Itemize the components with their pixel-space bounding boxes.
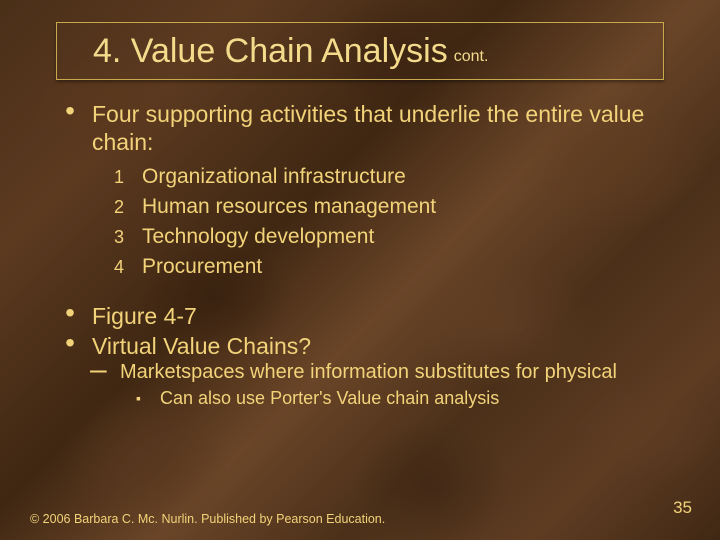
dash-icon: –	[90, 360, 120, 380]
list-number: 3	[108, 223, 142, 252]
bullet-level2: – Marketspaces where information substit…	[90, 360, 678, 384]
bullet-level1: • Figure 4-7	[48, 302, 678, 330]
page-number: 35	[673, 498, 692, 518]
bullet-text: Four supporting activities that underlie…	[92, 100, 678, 156]
list-item: 4 Procurement	[108, 252, 678, 282]
bullet-level1: • Virtual Value Chains?	[48, 332, 678, 360]
bullet-text: Figure 4-7	[92, 302, 678, 330]
title-box: 4. Value Chain Analysis cont.	[56, 22, 664, 80]
bullet-dot-icon: •	[48, 302, 92, 324]
bullet-level3: ▪ Can also use Porter's Value chain anal…	[136, 388, 678, 409]
list-item: 2 Human resources management	[108, 192, 678, 222]
square-icon: ▪	[136, 388, 160, 408]
list-number: 4	[108, 253, 142, 282]
list-text: Technology development	[142, 222, 374, 251]
bullet-text: Can also use Porter's Value chain analys…	[160, 388, 499, 409]
list-text: Human resources management	[142, 192, 436, 221]
bullet-text: Marketspaces where information substitut…	[120, 360, 678, 384]
numbered-list: 1 Organizational infrastructure 2 Human …	[108, 162, 678, 282]
bullet-level1: • Four supporting activities that underl…	[48, 100, 678, 156]
bullet-dot-icon: •	[48, 100, 92, 122]
list-item: 1 Organizational infrastructure	[108, 162, 678, 192]
slide-title-cont: cont.	[454, 48, 489, 66]
content-area: • Four supporting activities that underl…	[48, 100, 678, 409]
list-text: Organizational infrastructure	[142, 162, 406, 191]
bullet-dot-icon: •	[48, 332, 92, 354]
list-number: 2	[108, 193, 142, 222]
bullet-text: Virtual Value Chains?	[92, 332, 678, 360]
list-item: 3 Technology development	[108, 222, 678, 252]
slide: 4. Value Chain Analysis cont. • Four sup…	[0, 0, 720, 540]
footer-copyright: © 2006 Barbara C. Mc. Nurlin. Published …	[30, 512, 385, 526]
list-text: Procurement	[142, 252, 262, 281]
spacer	[48, 282, 678, 302]
slide-title: 4. Value Chain Analysis	[93, 32, 448, 71]
list-number: 1	[108, 163, 142, 192]
